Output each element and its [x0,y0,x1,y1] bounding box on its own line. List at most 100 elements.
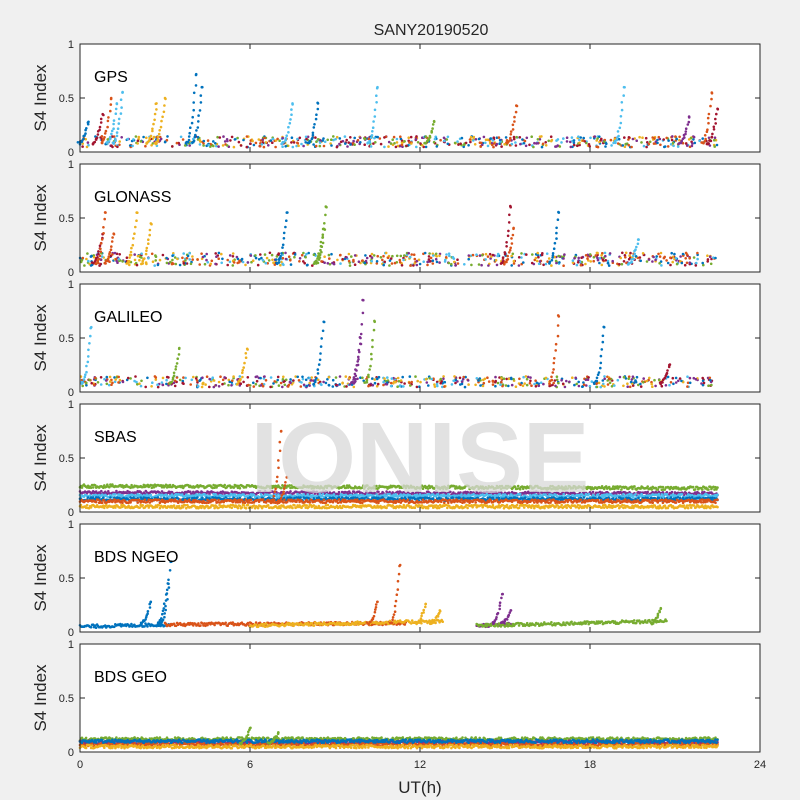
data-point [269,385,272,389]
data-point [198,138,202,142]
spike-point [102,226,105,229]
data-point [679,255,682,258]
data-point [552,381,555,385]
spike-point [280,252,283,255]
series-point [91,486,95,489]
data-point [687,138,691,141]
data-point [624,142,627,146]
data-point [298,257,302,260]
data-point [688,381,692,385]
spike-peak [362,298,365,302]
data-point [585,384,588,387]
data-point [151,142,155,145]
data-point [305,252,308,256]
spike-point [192,139,196,143]
data-point [518,377,521,381]
spike-point [323,222,326,225]
data-point [507,384,510,388]
data-point [217,251,221,255]
data-point [173,384,177,388]
spike-point [358,350,361,354]
data-point [261,138,265,141]
data-point [287,255,291,258]
data-point [554,384,557,388]
spike-point [711,132,714,136]
data-point [134,375,137,378]
data-point [356,377,359,381]
spike-point [134,225,137,229]
series-point [90,483,94,487]
data-points [78,204,717,268]
data-point [662,138,665,141]
data-point [491,380,495,383]
series-point [716,486,719,489]
data-point [574,376,577,380]
data-point [279,263,282,267]
data-point [377,375,381,379]
data-point [147,257,150,260]
spike-peak [432,120,436,124]
y-axis-label: S4 Index [31,304,50,372]
data-point [576,144,579,148]
data-point [257,258,261,261]
data-point [263,253,267,256]
data-point [338,137,342,140]
data-point [587,376,590,379]
spike-point [506,254,510,258]
spike-peak [376,85,379,89]
data-point [460,382,464,386]
data-point [424,145,428,149]
data-point [560,379,563,382]
spike-peak [509,205,512,209]
data-point [438,261,441,264]
series-point [224,496,227,499]
data-point [419,380,422,384]
data-point [701,383,705,387]
data-point [105,375,109,379]
spike-point [197,120,200,123]
data-point [642,144,646,148]
data-point [236,257,240,261]
spike-point [348,383,352,386]
data-point [600,263,604,267]
spike-point [320,250,323,254]
data-point [376,254,380,258]
data-point [292,141,296,144]
data-point [475,377,479,380]
data-point [231,379,234,383]
spike-peak [373,320,377,324]
data-point [376,135,380,139]
data-point [528,143,531,147]
data-point [432,140,436,144]
data-point [363,137,367,141]
data-point [254,256,258,260]
data-point [226,263,229,267]
data-point [99,383,103,386]
data-point [320,383,323,387]
spike-point [196,126,200,129]
data-point [416,141,420,144]
data-point [692,138,695,141]
spike-point [370,134,374,137]
series-point [121,484,124,487]
spike-point [96,255,99,259]
spike-peak [155,102,158,105]
data-point [701,379,705,383]
data-point [139,384,143,388]
data-point [659,260,663,263]
spike-point [160,119,163,123]
data-point [534,379,537,383]
data-point [627,143,630,147]
spike-point [117,117,121,121]
spike-peak [121,91,124,94]
data-point [107,383,111,387]
data-point [171,145,174,148]
spike-point [714,122,717,125]
plot-area [80,284,760,392]
data-point [421,143,424,147]
data-point [512,137,516,141]
data-point [284,251,287,255]
spike-point [199,101,203,104]
data-point [495,263,499,267]
data-point [391,254,394,258]
